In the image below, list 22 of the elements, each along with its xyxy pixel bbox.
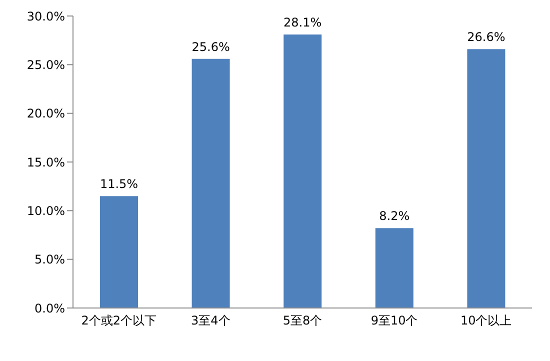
data-label: 28.1% [284,15,322,30]
data-label: 11.5% [100,177,138,192]
bar [375,228,414,308]
bar [467,49,506,308]
y-tick-label: 5.0% [34,252,65,267]
x-tick-label: 9至10个 [370,314,418,328]
bar [100,196,138,308]
x-tick-label: 10个以上 [460,314,512,328]
data-label: 25.6% [192,40,230,54]
x-tick-label: 5至8个 [282,314,322,328]
x-tick-label: 3至4个 [191,314,230,328]
y-tick-label: 10.0% [26,204,65,218]
y-tick-label: 25.0% [26,58,65,72]
data-label: 8.2% [379,209,410,224]
data-label: 26.6% [467,30,506,44]
bar [284,34,322,308]
y-tick-label: 30.0% [26,9,65,24]
bar [192,58,230,308]
y-tick-label: 0.0% [34,301,65,316]
y-tick-label: 15.0% [26,155,65,170]
y-tick-label: 20.0% [26,106,65,121]
x-tick-label: 2个或2个以下 [81,314,157,328]
